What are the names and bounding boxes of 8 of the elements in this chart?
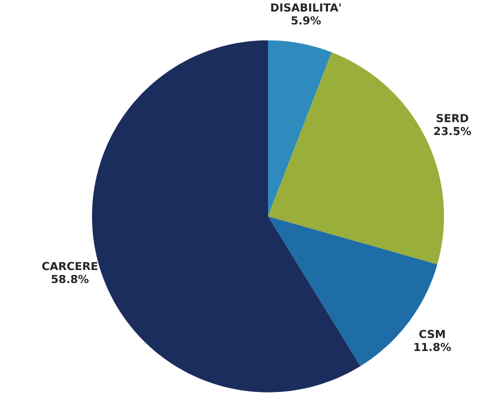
- data-label: 11.8%: [414, 342, 451, 351]
- slice-label: SERD: [436, 114, 468, 122]
- data-label: 5.9%: [292, 16, 321, 24]
- data-label: 58.8%: [52, 274, 89, 283]
- data-label: 23.5%: [434, 126, 472, 136]
- slice-label: DISABILITA': [271, 3, 341, 12]
- slice-label: CSM: [419, 330, 445, 338]
- slice-label: CARCERE: [42, 262, 98, 270]
